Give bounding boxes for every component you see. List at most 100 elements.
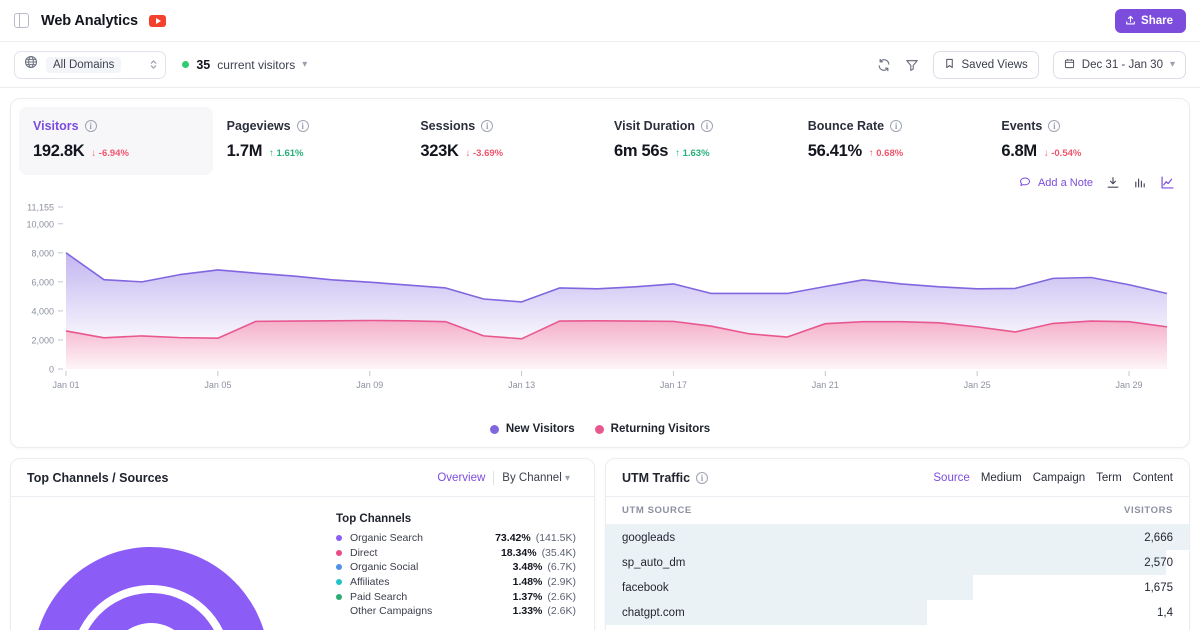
metric-card-sessions[interactable]: Sessions i 323K ↓ -3.69% — [406, 107, 600, 175]
chart-legend: New Visitors Returning Visitors — [11, 423, 1189, 435]
legend-label: Returning Visitors — [610, 423, 711, 435]
utm-title: UTM Traffic — [622, 470, 691, 485]
metric-label: Visit Duration — [614, 119, 696, 133]
metric-head: Sessions i — [420, 119, 586, 133]
metric-card-visitors[interactable]: Visitors i 192.8K ↓ -6.94% — [19, 107, 213, 175]
chart-svg: 0 2,000 4,000 6,000 8,000 10,000 11,155 Jan 01 J… — [26, 203, 1168, 390]
metric-card-visit-duration[interactable]: Visit Duration i 6m 56s ↑ 1.63% — [600, 107, 794, 175]
info-icon[interactable]: i — [84, 120, 97, 132]
channel-color-dot — [336, 579, 342, 586]
svg-text:Jan 01: Jan 01 — [52, 380, 79, 390]
channel-row[interactable]: Other Campaigns 1.33% (2.6K) — [336, 604, 576, 619]
metric-delta: ↓ -6.94% — [91, 148, 129, 159]
channel-absolute: (2.6K) — [547, 590, 576, 603]
utm-row[interactable]: googleads 2,666 — [606, 525, 1189, 550]
channel-row[interactable]: Affiliates 1.48% (2.9K) — [336, 575, 576, 590]
saved-views-button[interactable]: Saved Views — [932, 50, 1039, 79]
metric-value: 1.7M — [226, 142, 263, 160]
utm-tab-source[interactable]: Source — [933, 471, 970, 484]
utm-row[interactable]: chatgpt.com 1,4 — [606, 600, 1189, 625]
metric-card-events[interactable]: Events i 6.8M ↓ -0.54% — [987, 107, 1181, 175]
utm-source-name: googleads — [622, 531, 676, 544]
chevron-down-icon[interactable]: ▾ — [302, 59, 308, 70]
utm-tab-medium[interactable]: Medium — [980, 471, 1022, 484]
utm-title-wrap: UTM Traffic i — [622, 470, 709, 485]
bar-chart-icon[interactable] — [1133, 176, 1147, 190]
line-chart-icon[interactable] — [1160, 175, 1175, 190]
channel-percent: 18.34% — [500, 546, 537, 559]
info-icon[interactable]: i — [481, 120, 494, 132]
channel-name: Organic Social — [350, 561, 419, 574]
tab-overview[interactable]: Overview — [437, 471, 486, 484]
utm-bar — [606, 575, 974, 600]
tab-by-channel[interactable]: By Channel ▾ — [494, 472, 578, 484]
svg-text:6,000: 6,000 — [31, 277, 54, 287]
metric-card-bounce-rate[interactable]: Bounce Rate i 56.41% ↑ 0.68% — [794, 107, 988, 175]
utm-row[interactable]: sp_auto_dm 2,570 — [606, 550, 1189, 575]
utm-tab-term[interactable]: Term — [1096, 471, 1122, 484]
metric-head: Visitors i — [33, 119, 199, 133]
legend-dot — [594, 424, 604, 434]
info-icon[interactable]: i — [696, 471, 709, 484]
filter-funnel-icon[interactable] — [905, 58, 919, 72]
date-range-picker[interactable]: Dec 31 - Jan 30 ▾ — [1052, 50, 1186, 79]
channel-name: Organic Search — [350, 532, 423, 545]
current-visitors[interactable]: 35 current visitors ▾ — [182, 58, 307, 72]
donut-slice[interactable] — [79, 593, 223, 630]
metric-label: Events — [1001, 119, 1043, 133]
channel-name: Other Campaigns — [350, 605, 433, 618]
metrics-row: Visitors i 192.8K ↓ -6.94% Pageviews i 1.7M ↑ 1… — [11, 99, 1189, 175]
info-icon[interactable]: i — [890, 120, 903, 132]
channels-donut-chart — [11, 497, 336, 630]
utm-traffic-card: UTM Traffic i Source Medium Campaign Term Co… — [605, 458, 1190, 630]
refresh-icon[interactable] — [877, 58, 891, 72]
utm-header: UTM Traffic i Source Medium Campaign Term Co… — [606, 459, 1189, 497]
metric-card-pageviews[interactable]: Pageviews i 1.7M ↑ 1.61% — [213, 107, 407, 175]
svg-text:4,000: 4,000 — [31, 306, 54, 316]
utm-bar — [606, 550, 1166, 575]
svg-text:10,000: 10,000 — [26, 219, 54, 229]
domain-selector[interactable]: All Domains — [14, 50, 167, 79]
live-visitor-label: current visitors — [217, 57, 296, 72]
channel-row[interactable]: Organic Social 3.48% (6.7K) — [336, 560, 576, 575]
main-chart-card: Visitors i 192.8K ↓ -6.94% Pageviews i 1.7M ↑ 1… — [10, 98, 1190, 448]
channel-percent: 1.48% — [512, 576, 543, 589]
metric-head: Events i — [1001, 119, 1167, 133]
metric-value-row: 323K ↓ -3.69% — [420, 142, 586, 161]
visitors-area-chart: 0 2,000 4,000 6,000 8,000 10,000 11,155 Jan 01 J… — [11, 199, 1189, 447]
utm-row[interactable]: facebook 1,675 — [606, 575, 1189, 600]
up-down-stepper-icon[interactable] — [149, 58, 158, 71]
top-bar: Web Analytics Share — [0, 0, 1200, 42]
donut-slice[interactable] — [33, 547, 269, 630]
legend-item[interactable]: Returning Visitors — [594, 423, 711, 435]
channel-absolute: (2.9K) — [547, 576, 576, 589]
comment-bubble-icon — [1019, 175, 1031, 190]
channel-row[interactable]: Paid Search 1.37% (2.6K) — [336, 589, 576, 604]
top-channels-list-title: Top Channels — [336, 513, 412, 525]
add-note-button[interactable]: Add a Note — [1019, 175, 1093, 190]
share-upload-icon — [1125, 15, 1136, 26]
metric-head: Visit Duration i — [614, 119, 780, 133]
info-icon[interactable]: i — [296, 120, 309, 132]
live-visitor-count: 35 — [196, 57, 211, 72]
svg-text:Jan 21: Jan 21 — [812, 380, 839, 390]
channel-row[interactable]: Organic Search 73.42% (141.5K) — [336, 531, 576, 546]
legend-label: New Visitors — [505, 423, 575, 435]
legend-item[interactable]: New Visitors — [489, 423, 575, 435]
utm-tab-content[interactable]: Content — [1132, 471, 1173, 484]
info-icon[interactable]: i — [701, 120, 714, 132]
info-icon[interactable]: i — [1048, 120, 1061, 132]
share-button[interactable]: Share — [1115, 8, 1186, 33]
utm-visitors-value: 2,666 — [1144, 531, 1173, 544]
channel-row[interactable]: Direct 18.34% (35.4K) — [336, 546, 576, 561]
utm-tab-campaign[interactable]: Campaign — [1032, 471, 1086, 484]
download-icon[interactable] — [1106, 176, 1120, 190]
metric-value-row: 56.41% ↑ 0.68% — [808, 142, 974, 161]
utm-bar — [606, 600, 927, 625]
bookmark-icon — [944, 58, 955, 72]
utm-rows: googleads 2,666 sp_auto_dm 2,570 facebook 1,6… — [606, 525, 1189, 625]
top-channels-title: Top Channels / Sources — [27, 470, 169, 485]
panel-toggle-icon[interactable] — [14, 13, 29, 28]
date-range-label: Dec 31 - Jan 30 — [1081, 58, 1163, 71]
utm-visitors-value: 2,570 — [1144, 556, 1173, 569]
